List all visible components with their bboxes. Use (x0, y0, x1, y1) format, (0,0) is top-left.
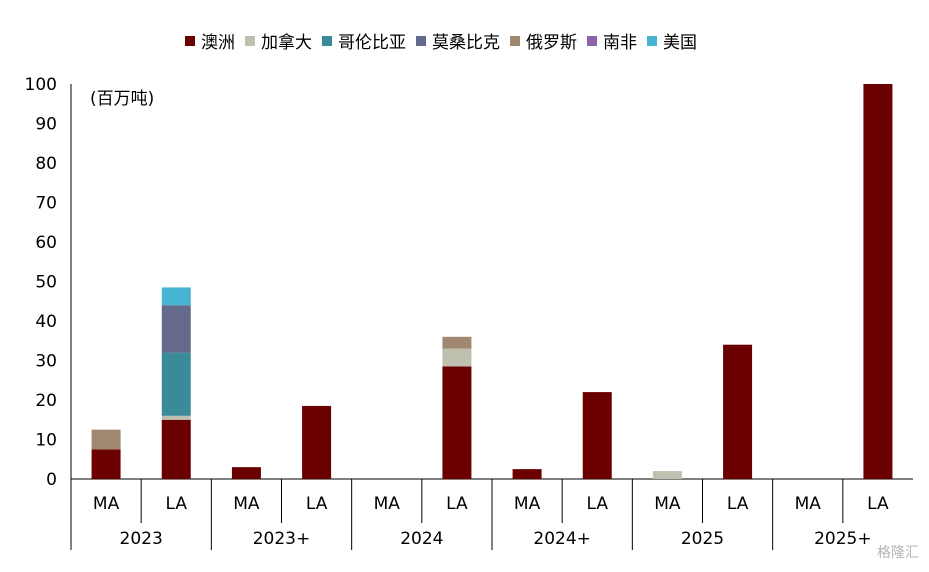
bar-segment (91, 449, 121, 479)
bar-segment (442, 336, 472, 349)
bar-segment (863, 84, 893, 479)
y-tick-label: 70 (35, 194, 57, 214)
watermark-text: 格隆汇 (877, 545, 919, 561)
y-tick-label: 100 (25, 75, 57, 95)
x-group-label: 2024 (400, 529, 443, 549)
legend-swatch (416, 36, 426, 46)
bar-segment (161, 415, 191, 420)
legend-swatch (322, 36, 332, 46)
legend-swatch (587, 36, 597, 46)
x-group-label: 2023+ (253, 529, 311, 549)
y-tick-label: 40 (35, 312, 57, 332)
y-tick-label: 60 (35, 233, 57, 253)
y-tick-label: 20 (35, 391, 57, 411)
x-sub-label: LA (306, 494, 328, 514)
x-group-label: 2023 (120, 529, 163, 549)
legend-label: 澳洲 (201, 33, 235, 53)
x-sub-label: LA (727, 494, 749, 514)
x-sub-label: LA (166, 494, 188, 514)
x-group-label: 2025 (681, 529, 724, 549)
legend-swatch (510, 36, 520, 46)
y-tick-label: 10 (35, 431, 57, 451)
y-tick-label: 90 (35, 115, 57, 135)
legend-swatch (185, 36, 195, 46)
legend-label: 加拿大 (261, 32, 312, 53)
legend-label: 俄罗斯 (526, 33, 577, 53)
x-sub-label: MA (514, 494, 541, 514)
legend-label: 美国 (663, 33, 697, 53)
bar-segment (442, 366, 472, 479)
x-sub-label: MA (233, 494, 260, 514)
bar-segment (512, 469, 542, 479)
bar-segment (161, 419, 191, 479)
bar-segment (231, 467, 261, 479)
x-sub-label: LA (446, 494, 468, 514)
legend-label: 哥伦比亚 (338, 33, 406, 53)
x-sub-label: MA (374, 494, 401, 514)
x-sub-label: MA (654, 494, 681, 514)
x-sub-label: MA (795, 494, 822, 514)
bar-segment (161, 352, 191, 416)
y-tick-label: 30 (35, 352, 57, 372)
unit-label: (百万吨) (90, 89, 154, 109)
legend-label: 莫桑比克 (432, 33, 500, 53)
x-group-label: 2024+ (533, 529, 591, 549)
x-sub-label: LA (867, 494, 889, 514)
bar-segment (302, 405, 332, 479)
bar-segment (723, 344, 753, 479)
legend-swatch (647, 36, 657, 46)
y-tick-label: 50 (35, 273, 57, 293)
legend-swatch (245, 36, 255, 46)
bar-segment (442, 348, 472, 367)
bar-segment (652, 471, 682, 479)
x-group-label: 2025+ (814, 529, 872, 549)
y-tick-label: 0 (46, 470, 57, 490)
bar-segment (161, 305, 191, 353)
legend-label: 南非 (603, 33, 637, 53)
x-sub-label: MA (93, 494, 120, 514)
bar-segment (91, 429, 121, 450)
y-tick-label: 80 (35, 154, 57, 174)
bar-segment (161, 287, 191, 306)
bar-segment (582, 392, 612, 479)
x-sub-label: LA (587, 494, 609, 514)
